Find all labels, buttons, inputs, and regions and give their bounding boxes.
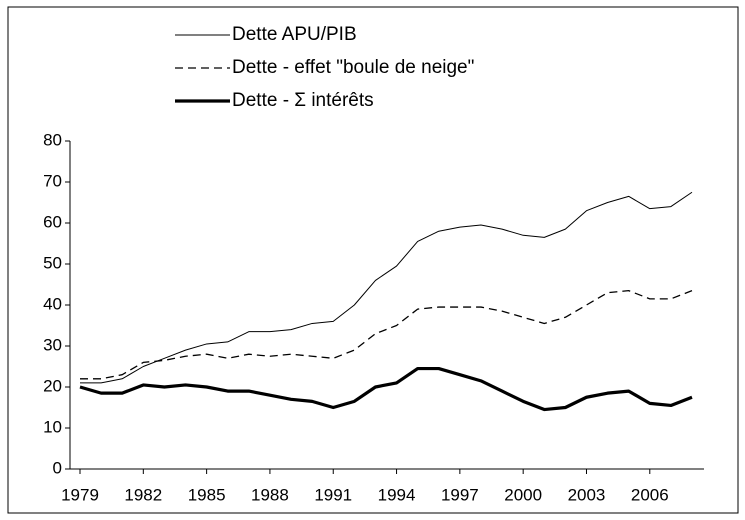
x-tick-label: 2003 bbox=[568, 485, 606, 504]
x-tick-label: 1982 bbox=[124, 485, 162, 504]
y-tick-label: 0 bbox=[53, 458, 62, 477]
y-tick-label: 50 bbox=[43, 253, 62, 272]
x-tick-label: 1985 bbox=[188, 485, 226, 504]
x-tick-label: 1991 bbox=[314, 485, 352, 504]
series-line bbox=[80, 290, 693, 380]
legend-label: Dette - effet "boule de neige" bbox=[232, 57, 474, 78]
series-line bbox=[79, 366, 693, 412]
y-tick-label: 10 bbox=[43, 417, 62, 436]
y-tick-label: 80 bbox=[43, 130, 62, 149]
x-tick-label: 1997 bbox=[441, 485, 479, 504]
y-tick-label: 60 bbox=[43, 212, 62, 231]
chart-frame bbox=[7, 6, 739, 514]
x-tick-label: 1988 bbox=[251, 485, 289, 504]
legend-label: Dette - Σ intérêts bbox=[232, 90, 374, 111]
y-tick-label: 20 bbox=[43, 376, 62, 395]
x-tick-label: 1979 bbox=[61, 485, 99, 504]
y-tick-label: 30 bbox=[43, 335, 62, 354]
legend-label: Dette APU/PIB bbox=[232, 24, 357, 45]
x-tick-label: 2006 bbox=[631, 485, 669, 504]
x-tick-label: 2000 bbox=[504, 485, 542, 504]
y-tick-label: 70 bbox=[43, 171, 62, 190]
series-line bbox=[80, 191, 693, 384]
x-tick-label: 1994 bbox=[378, 485, 416, 504]
y-tick-label: 40 bbox=[43, 294, 62, 313]
